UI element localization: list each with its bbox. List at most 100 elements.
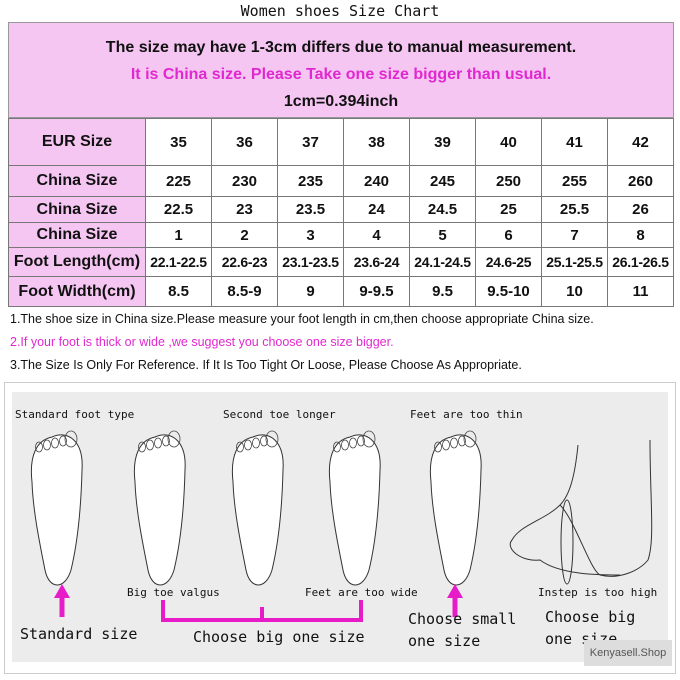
foot-outline-icon: [231, 434, 284, 586]
toe-icon: [362, 430, 376, 448]
table-row: Foot Length(cm) 22.1-22.5 22.6-23 23.1-23.5…: [8, 247, 674, 277]
table-row: China Size 225 230 235 240 245 250 255 260: [8, 165, 674, 197]
label-too-thin: Feet are too thin: [410, 408, 523, 421]
instep-measure-icon: [560, 499, 574, 585]
label-second-toe: Second toe longer: [223, 408, 336, 421]
label-instep-high: Instep is too high: [538, 586, 658, 599]
note-2: 2.If your foot is thick or wide ,we sugg…: [10, 335, 394, 349]
table-cell: 8.5: [145, 276, 212, 307]
toe-icon: [434, 441, 442, 453]
table-cell: 41: [541, 118, 608, 166]
table-cell: 225: [145, 165, 212, 197]
table-cell: 10: [541, 276, 608, 307]
pink-bracket: [161, 600, 363, 622]
table-cell: 23.1-23.5: [277, 247, 344, 277]
row-header: China Size: [8, 196, 146, 223]
toe-icon: [442, 439, 450, 451]
label-too-wide: Feet are too wide: [305, 586, 418, 599]
table-cell: 36: [211, 118, 278, 166]
label-standard-foot: Standard foot type: [15, 408, 135, 421]
table-cell: 42: [607, 118, 674, 166]
toe-icon: [43, 439, 51, 451]
toe-icon: [357, 435, 365, 447]
toe-icon: [260, 435, 268, 447]
table-cell: 9.5: [409, 276, 476, 307]
toe-icon: [265, 430, 279, 448]
pink-arrow-shaft: [59, 595, 65, 617]
table-row: Foot Width(cm) 8.5 8.5-9 9 9-9.5 9.5 9.5-10 10 1…: [8, 276, 674, 307]
row-header: Foot Width(cm): [8, 276, 146, 307]
toe-icon: [146, 439, 154, 451]
foot-outline-icon: [133, 434, 186, 586]
choose-small-line-2: one size: [408, 632, 481, 650]
toe-icon: [349, 437, 357, 449]
toe-icon: [450, 437, 458, 449]
header-line-2: It is China size. Please Take one size b…: [130, 66, 552, 83]
row-header: EUR Size: [8, 118, 146, 166]
table-row: China Size 22.5 23 23.5 24 24.5 25 25.5 26: [8, 196, 674, 223]
header-line-1: The size may have 1-3cm differs due to m…: [105, 39, 577, 56]
table-cell: 3: [277, 222, 344, 248]
toe-icon: [59, 435, 67, 447]
table-cell: 5: [409, 222, 476, 248]
table-cell: 2: [211, 222, 278, 248]
table-cell: 9.5-10: [475, 276, 542, 307]
label-big-toe-valgus: Big toe valgus: [127, 586, 220, 599]
toe-icon: [252, 437, 260, 449]
pink-arrow-shaft: [452, 595, 458, 617]
header-box: The size may have 1-3cm differs due to m…: [8, 22, 674, 118]
table-cell: 26.1-26.5: [607, 247, 674, 277]
table-cell: 24.5: [409, 196, 476, 223]
toe-icon: [341, 439, 349, 451]
toe-icon: [64, 430, 78, 448]
toe-icon: [333, 441, 341, 453]
table-cell: 260: [607, 165, 674, 197]
toe-icon: [458, 435, 466, 447]
foot-outline-icon: [429, 434, 482, 586]
table-cell: 25.1-25.5: [541, 247, 608, 277]
table-cell: 22.6-23: [211, 247, 278, 277]
note-1: 1.The shoe size in China size.Please mea…: [10, 312, 594, 326]
row-header: China Size: [8, 222, 146, 248]
table-row: EUR Size 35 36 37 38 39 40 41 42: [8, 118, 674, 166]
pink-arrow-icon: [54, 584, 70, 598]
table-cell: 9: [277, 276, 344, 307]
pink-arrow-icon: [447, 584, 463, 598]
header-line-3: 1cm=0.394inch: [283, 93, 399, 110]
table-cell: 245: [409, 165, 476, 197]
table-cell: 26: [607, 196, 674, 223]
table-cell: 23.5: [277, 196, 344, 223]
foot-outline-icon: [328, 434, 381, 586]
toe-icon: [236, 441, 244, 453]
toe-icon: [154, 437, 162, 449]
standard-size-text: Standard size: [20, 625, 138, 643]
table-cell: 240: [343, 165, 410, 197]
table-cell: 250: [475, 165, 542, 197]
toe-icon: [138, 441, 146, 453]
row-header: China Size: [8, 165, 146, 197]
chart-title: Women shoes Size Chart: [240, 2, 440, 20]
table-cell: 24.6-25: [475, 247, 542, 277]
watermark: Kenyasell.Shop: [584, 640, 672, 666]
table-cell: 24.1-24.5: [409, 247, 476, 277]
toe-icon: [35, 441, 43, 453]
choose-small-line-1: Choose small: [408, 610, 517, 628]
row-header: Foot Length(cm): [8, 247, 146, 277]
toe-icon: [162, 435, 170, 447]
note-3: 3.The Size Is Only For Reference. If It …: [10, 358, 522, 372]
table-cell: 22.1-22.5: [145, 247, 212, 277]
toe-icon: [167, 430, 181, 448]
table-cell: 35: [145, 118, 212, 166]
choose-big-line-1: Choose big: [545, 608, 636, 626]
choose-small-text: Choose small one size: [408, 608, 516, 652]
table-cell: 4: [343, 222, 410, 248]
toe-icon: [244, 439, 252, 451]
table-cell: 8.5-9: [211, 276, 278, 307]
table-cell: 37: [277, 118, 344, 166]
toe-icon: [463, 430, 477, 448]
choose-big-group-text: Choose big one size: [193, 628, 365, 646]
side-foot-icon: [509, 439, 653, 577]
foot-outline-icon: [30, 434, 83, 586]
table-cell: 255: [541, 165, 608, 197]
